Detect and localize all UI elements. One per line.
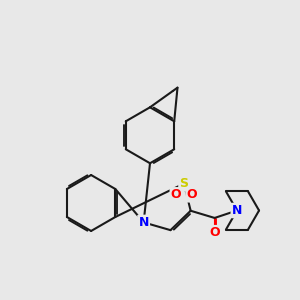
Text: N: N bbox=[138, 216, 149, 229]
Text: O: O bbox=[171, 188, 182, 201]
Text: S: S bbox=[179, 177, 188, 190]
Text: N: N bbox=[232, 204, 242, 217]
Text: O: O bbox=[209, 226, 220, 239]
Text: O: O bbox=[187, 188, 197, 201]
